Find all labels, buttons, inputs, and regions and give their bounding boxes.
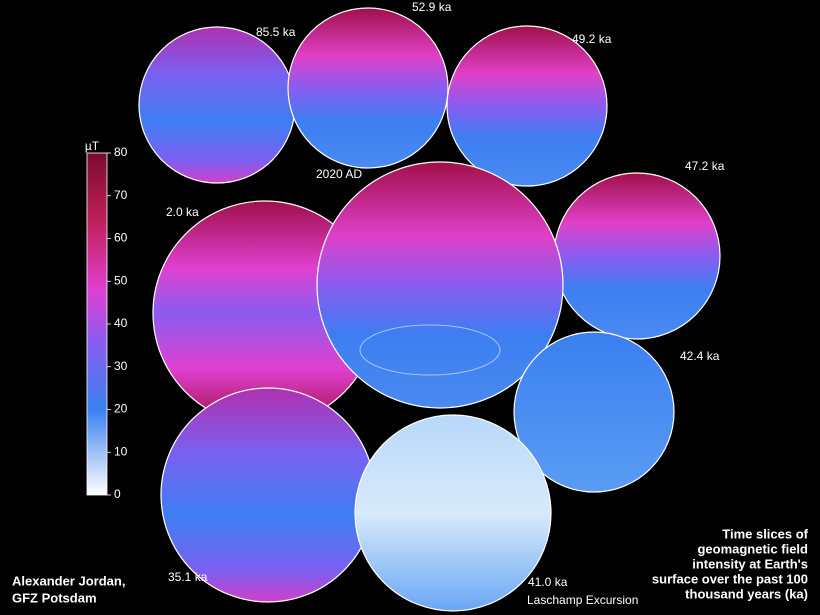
globe [446, 25, 608, 187]
globe-label: 42.4 ka [680, 349, 720, 363]
globe [287, 7, 449, 169]
tick-label: 20 [114, 402, 128, 416]
globe-label: 85.5 ka [256, 25, 296, 39]
globe-label: 49.2 ka [572, 32, 612, 46]
globe-labels: 85.5 ka 52.9 ka 49.2 ka 47.2 ka 2.0 ka 2… [166, 0, 725, 607]
colorbar-unit: µT [85, 139, 100, 153]
caption-line: Time slices of [722, 526, 808, 541]
caption-line: thousand years (ka) [685, 586, 808, 601]
tick-label: 70 [114, 188, 128, 202]
tick-label: 80 [114, 145, 128, 159]
globe-label: 47.2 ka [685, 159, 725, 173]
globe [354, 414, 552, 612]
credit-line: GFZ Potsdam [12, 590, 97, 605]
caption: Time slices of geomagnetic field intensi… [652, 526, 809, 601]
globe-label: 2020 AD [316, 167, 362, 181]
globe-label: 41.0 ka [528, 575, 568, 589]
colorbar: µT 0 10 20 30 40 50 60 70 80 [85, 139, 128, 501]
caption-line: geomagnetic field [697, 541, 808, 556]
colorbar-scale [86, 152, 108, 496]
globe [316, 161, 564, 409]
credit: Alexander Jordan, GFZ Potsdam [12, 573, 125, 605]
tick-label: 30 [114, 359, 128, 373]
caption-line: intensity at Earth's [692, 556, 808, 571]
globe-label: 52.9 ka [412, 0, 452, 14]
tick-label: 0 [114, 487, 121, 501]
globe [513, 331, 675, 493]
caption-line: surface over the past 100 [652, 571, 808, 586]
tick-label: 40 [114, 316, 128, 330]
globe [553, 172, 721, 340]
tick-label: 10 [114, 444, 128, 458]
credit-line: Alexander Jordan, [12, 573, 125, 588]
tick-label: 60 [114, 231, 128, 245]
contour [359, 324, 501, 376]
globe [138, 26, 296, 184]
globes [138, 7, 721, 612]
globe-label: 2.0 ka [166, 205, 199, 219]
globe-note: Laschamp Excursion [527, 593, 638, 607]
globe-label: 35.1 ka [168, 570, 208, 584]
tick-label: 50 [114, 273, 128, 287]
